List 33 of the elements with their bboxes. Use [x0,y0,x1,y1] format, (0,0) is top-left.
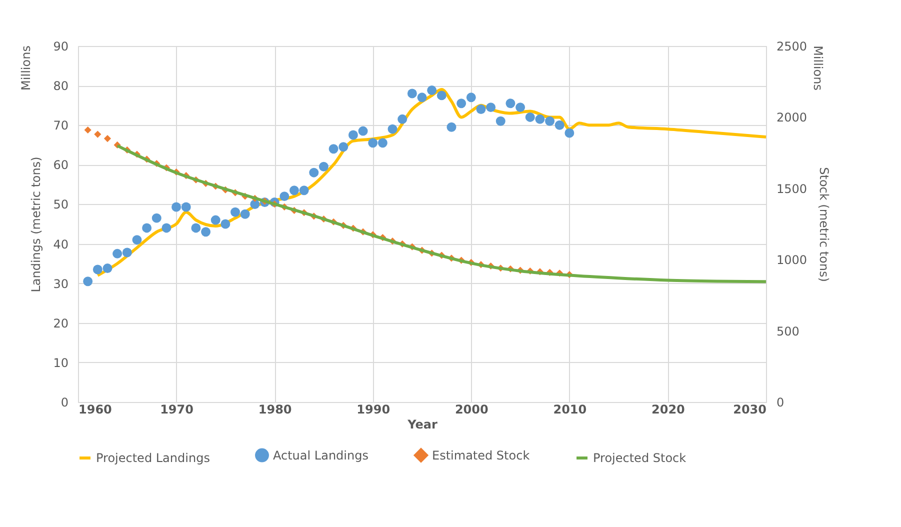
y2-tick-label: 500 [776,324,800,338]
legend-label: Actual Landings [273,448,368,462]
x-tick-label: 1960 [78,402,112,416]
x-axis-title: Year [406,418,438,432]
x-tick-label: 1970 [160,402,194,416]
legend-label: Projected Landings [96,451,210,465]
y-tick-label: 60 [53,158,68,172]
y2-tick-label: 1500 [776,182,808,196]
x-tick-label: 1990 [356,402,390,416]
y-tick-label: 40 [53,237,68,252]
y2-axis-title: Stock (metric tons) [817,167,832,282]
text: Millions [19,46,33,90]
y-tick-label: 90 [53,40,68,54]
legend-label: Estimated Stock [432,448,530,462]
y-tick-label: 20 [53,316,68,330]
x-tick-label: 2020 [652,402,685,416]
x-tick-label: 2030 [733,402,766,416]
y-tick-label: 0 [60,396,68,410]
y-tick-label: 80 [53,79,68,94]
y-tick-label: 70 [53,118,68,133]
y-axis-title: Landings (metric tons) [29,156,44,292]
y2-tick-label: 0 [776,396,784,410]
text: Millions [811,46,825,90]
x-tick-label: 2010 [553,402,587,416]
y-tick-label: 50 [53,198,68,212]
x-tick-label: 1980 [258,402,292,416]
y-tick-label: 10 [53,356,68,370]
x-tick-label: 2000 [454,402,488,416]
y-tick-label: 30 [53,276,68,291]
y2-tick-label: 2000 [776,110,808,125]
y2-tick-label: 2500 [776,40,808,54]
legend-label: Projected Stock [593,451,686,465]
y2-tick-label: 1000 [776,253,808,268]
